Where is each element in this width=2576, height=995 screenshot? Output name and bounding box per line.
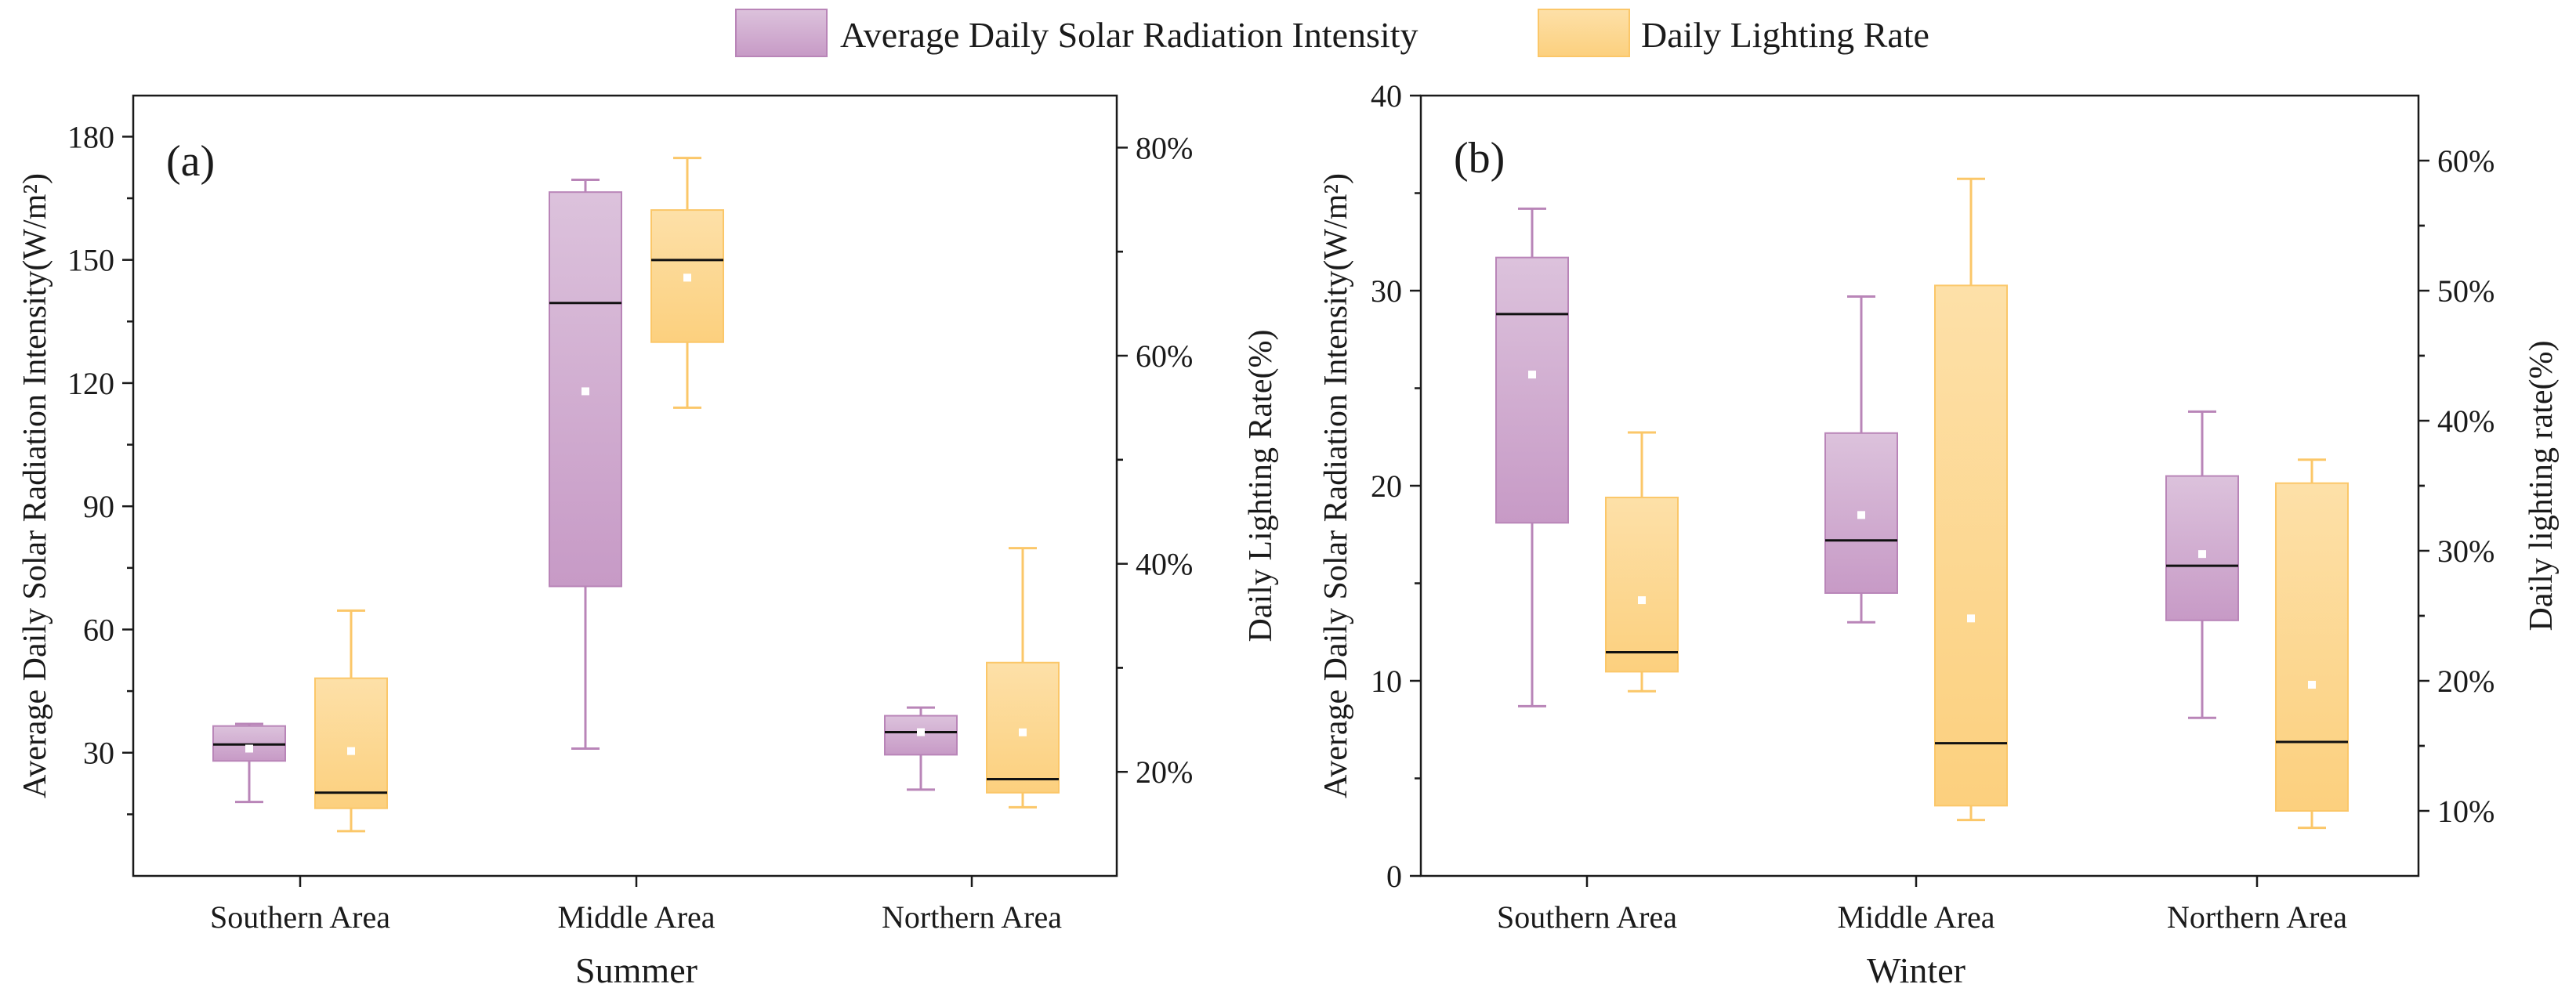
left-tick-label: 90: [83, 489, 114, 524]
mean-marker: [1638, 596, 1646, 605]
right-tick-label: 50%: [2437, 273, 2494, 309]
x-tick-label: Middle Area: [557, 899, 715, 935]
left-tick-label: 180: [67, 119, 114, 154]
right-tick-label: 60%: [1136, 338, 1193, 374]
box-iqr: [2165, 475, 2239, 621]
left-tick-label: 150: [67, 243, 114, 278]
panel-summer-marks: [212, 157, 1060, 833]
right-tick-label: 10%: [2437, 794, 2494, 829]
panel-summer-frame: [132, 94, 1118, 877]
mean-marker: [1857, 511, 1865, 519]
box-radiation-0: [212, 722, 286, 804]
x-tick-label: Southern Area: [1497, 899, 1677, 935]
legend-label-lighting: Daily Lighting Rate: [1641, 15, 1929, 55]
mean-marker: [245, 744, 253, 753]
panel-winter-marks: [1495, 177, 2349, 830]
panel-summer: 30 60 90 120 150 180 20% 40% 60% 80% Southern Area…: [17, 94, 1279, 990]
panel-summer-left-axis-title: Average Daily Solar Radiation Intensity(…: [17, 173, 53, 798]
panel-winter-xlabel: Winter: [1867, 950, 1966, 990]
panel-winter-frame: [1419, 94, 2420, 877]
x-tick-label: Southern Area: [210, 899, 390, 935]
box-lighting-2: [986, 547, 1060, 809]
x-tick-label: Northern Area: [2167, 899, 2347, 935]
box-iqr: [986, 661, 1060, 794]
right-tick-label: 20%: [2437, 664, 2494, 699]
mean-marker: [683, 273, 691, 282]
box-iqr: [1495, 256, 1569, 524]
panel-summer-right-axis-title: Daily Lighting Rate(%): [1243, 330, 1279, 642]
right-tick-label: 20%: [1136, 754, 1193, 790]
x-tick-label: Middle Area: [1837, 899, 1994, 935]
right-tick-label: 60%: [2437, 143, 2494, 179]
panel-winter-label: (b): [1454, 134, 1505, 183]
mean-marker: [1528, 371, 1536, 379]
panel-winter-ticks: 0 10 20 30 40 10% 20% 30% 40% 50% 60% Southern Area…: [1371, 78, 2494, 935]
left-tick-label: 30: [83, 736, 114, 771]
left-tick-label: 120: [67, 366, 114, 401]
box-iqr: [314, 677, 388, 809]
mean-marker: [1019, 728, 1027, 736]
mean-marker: [2198, 550, 2206, 559]
box-lighting-0: [1605, 431, 1679, 693]
x-tick-label: Northern Area: [882, 899, 1062, 935]
mean-marker: [582, 387, 589, 396]
right-tick-label: 80%: [1136, 130, 1193, 165]
mean-marker: [347, 747, 355, 755]
box-lighting-0: [314, 609, 388, 833]
legend-label-radiation: Average Daily Solar Radiation Intensity: [840, 15, 1418, 55]
panel-winter-left-axis-title: Average Daily Solar Radiation Intensity(…: [1318, 173, 1354, 798]
mean-marker: [1967, 614, 1975, 623]
box-iqr: [650, 209, 724, 343]
box-lighting-1: [650, 157, 724, 409]
box-radiation-2: [2165, 410, 2239, 719]
legend-swatch-radiation: [735, 9, 828, 57]
box-radiation-2: [884, 706, 958, 791]
box-iqr: [2275, 482, 2349, 812]
panel-summer-ticks: 30 60 90 120 150 180 20% 40% 60% 80% Southern Area…: [67, 119, 1193, 935]
left-tick-label: 40: [1371, 78, 1402, 114]
box-radiation-1: [1824, 295, 1898, 624]
box-lighting-2: [2275, 458, 2349, 830]
right-tick-label: 40%: [1136, 547, 1193, 582]
box-radiation-1: [549, 178, 622, 750]
legend-swatch-lighting: [1538, 9, 1630, 57]
box-lighting-1: [1934, 177, 2008, 822]
panel-summer-xlabel: Summer: [575, 950, 697, 990]
mean-marker: [917, 728, 925, 736]
box-iqr: [1934, 284, 2008, 807]
right-tick-label: 30%: [2437, 534, 2494, 569]
panel-summer-label: (a): [166, 137, 215, 186]
left-tick-label: 10: [1371, 664, 1402, 699]
left-tick-label: 0: [1386, 859, 1402, 894]
panel-winter: 0 10 20 30 40 10% 20% 30% 40% 50% 60% Southern Area…: [1318, 78, 2560, 990]
legend: Average Daily Solar Radiation Intensity …: [735, 9, 1929, 57]
box-radiation-0: [1495, 207, 1569, 707]
left-tick-label: 30: [1371, 273, 1402, 309]
right-tick-label: 40%: [2437, 403, 2494, 439]
left-tick-label: 60: [83, 612, 114, 647]
mean-marker: [2308, 680, 2316, 689]
panel-winter-right-axis-title: Daily lighting rate(%): [2523, 341, 2560, 631]
left-tick-label: 20: [1371, 469, 1402, 504]
box-iqr: [1605, 496, 1679, 673]
